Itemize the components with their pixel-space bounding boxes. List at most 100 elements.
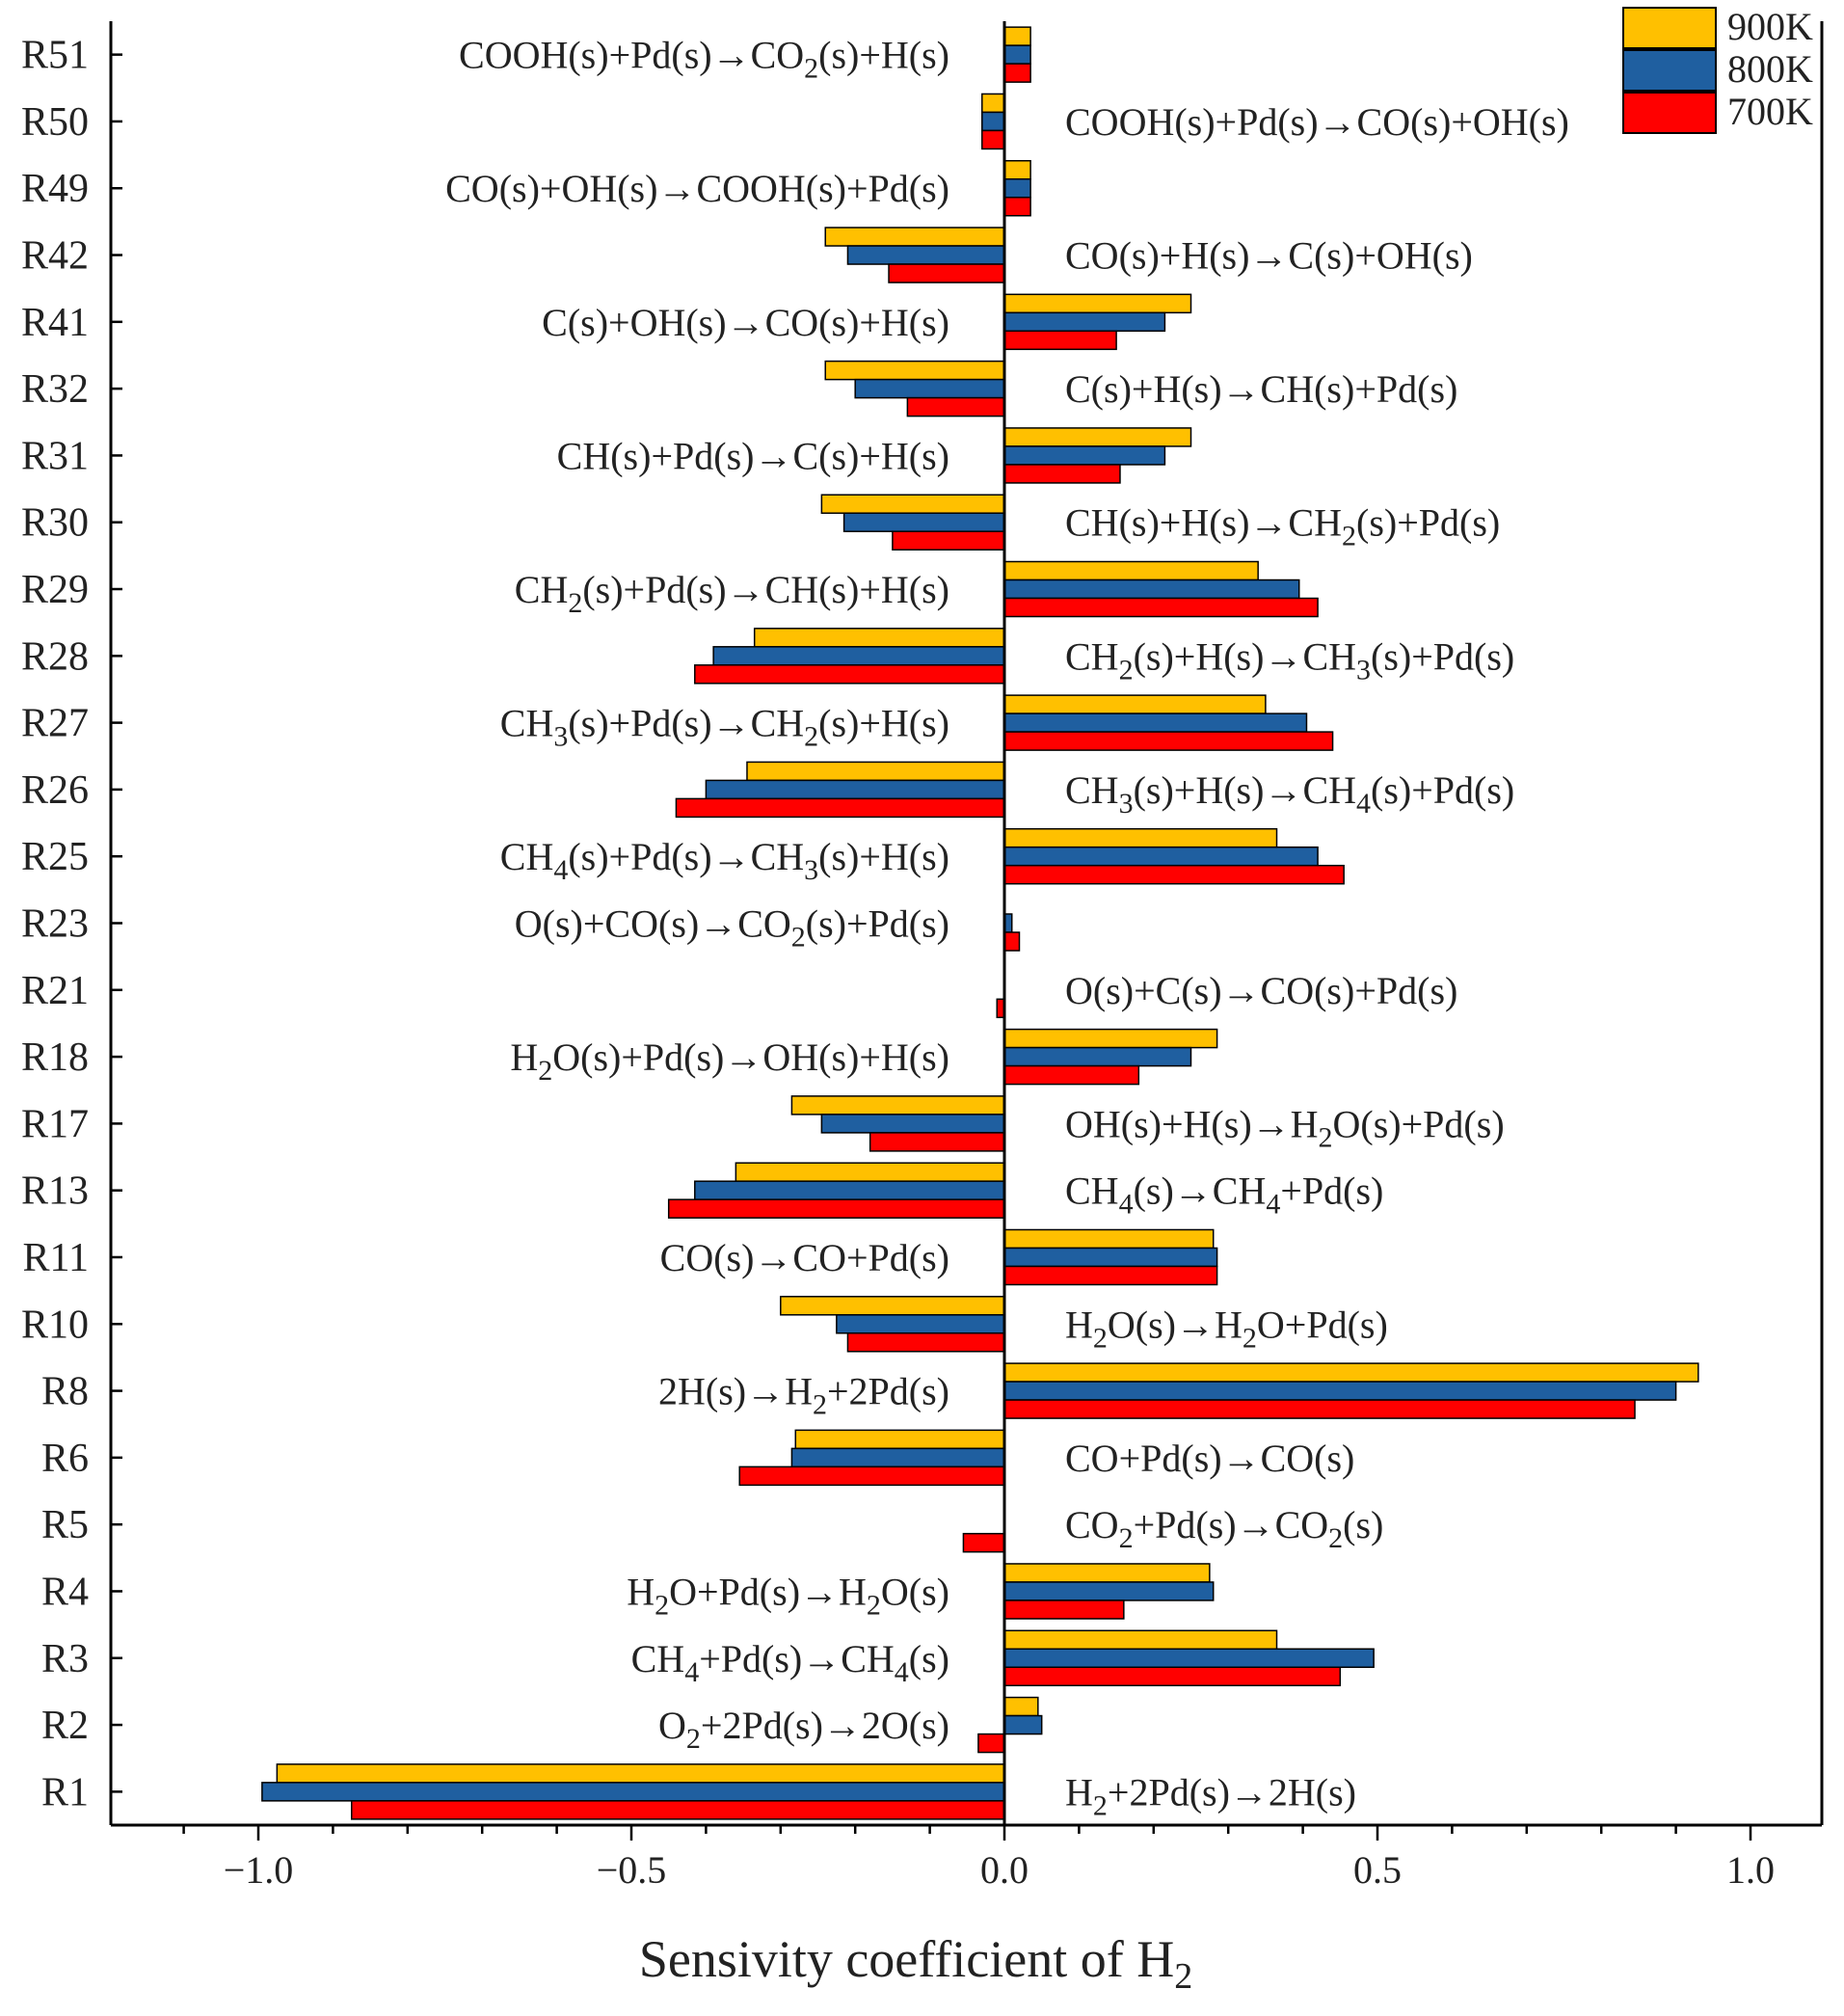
bar-r28-800k (712, 646, 1005, 666)
y-category-label: R5 (41, 1503, 89, 1547)
reaction-text-part: O(s)→H (1108, 1303, 1243, 1346)
bar-r13-700k (667, 1198, 1005, 1219)
reaction-text-part: (s)+H(s)→CH (1134, 768, 1356, 812)
bar-r8-800k (1003, 1381, 1677, 1401)
y-category-label: R50 (21, 100, 89, 145)
reaction-text-part: +Pd(s)→CH (699, 1637, 895, 1680)
reaction-text-part: CH (631, 1637, 685, 1680)
y-category-label: R41 (21, 301, 89, 345)
y-category-label: R31 (21, 434, 89, 478)
reaction-text-part: (s)+Pd(s)→CH (568, 835, 804, 878)
reaction-text-part: CH(s)+Pd(s)→C(s)+H(s) (557, 434, 949, 477)
bar-r29-900k (1003, 560, 1259, 581)
bar-r49-800k (1003, 177, 1031, 199)
reaction-labels: COOH(s)+Pd(s)→CO2(s)+H(s)COOH(s)+Pd(s)→C… (445, 34, 1569, 1822)
reaction-text-part: C(s)+OH(s)→CO(s)+H(s) (542, 301, 949, 344)
reaction-text-part: CH (500, 702, 554, 745)
reaction-text-part: +2Pd(s)→2H(s) (1108, 1770, 1356, 1814)
bar-r25-700k (1003, 864, 1345, 885)
reaction-label-r23: O(s)+CO(s)→CO2(s)+Pd(s) (515, 902, 949, 954)
y-category-label: R29 (21, 568, 89, 612)
bar-r31-900k (1003, 427, 1192, 447)
reaction-label-r25: CH4(s)+Pd(s)→CH3(s)+H(s) (500, 835, 949, 886)
reaction-text-part: 2 (1119, 654, 1134, 685)
bar-r10-700k (846, 1332, 1005, 1353)
bar-r51-900k (1003, 26, 1031, 46)
reaction-label-r21: O(s)+C(s)→CO(s)+Pd(s) (1065, 969, 1457, 1012)
reaction-text-part: O(s)+CO(s)→CO (515, 902, 791, 946)
reaction-text-part: C(s)+H(s)→CH(s)+Pd(s) (1065, 367, 1457, 411)
bar-r49-900k (1003, 159, 1031, 180)
reaction-label-r1: H2+2Pd(s)→2H(s) (1065, 1770, 1356, 1821)
bar-r4-800k (1003, 1581, 1215, 1601)
reaction-text-part: H (1065, 1770, 1093, 1814)
reaction-text-part: OH(s)+H(s)→H (1065, 1102, 1319, 1145)
reaction-label-r4: H2O+Pd(s)→H2O(s) (627, 1570, 949, 1621)
bar-r11-800k (1003, 1247, 1218, 1268)
y-axis-category-labels: R51 R50 R49 R42 R41 R32 R31 R30 R29 R28 R27 R26 R25 R… (21, 34, 89, 1815)
reaction-text-part: (s)+Pd(s)→CH (568, 702, 804, 745)
reaction-label-r18: H2O(s)+Pd(s)→OH(s)+H(s) (510, 1035, 949, 1087)
bar-r51-800k (1003, 44, 1031, 65)
reaction-label-r3: CH4+Pd(s)→CH4(s) (631, 1637, 949, 1688)
reaction-text-part: (s)+H(s) (818, 835, 949, 878)
reaction-text-part: 2 (804, 53, 818, 85)
reaction-text-part: +2Pd(s) (827, 1370, 949, 1413)
x-tick-label: 0.5 (1353, 1848, 1402, 1892)
reaction-label-r30: CH(s)+H(s)→CH2(s)+Pd(s) (1065, 501, 1500, 552)
y-category-label: R27 (21, 702, 89, 746)
reaction-label-r26: CH3(s)+H(s)→CH4(s)+Pd(s) (1065, 768, 1514, 820)
bar-r4-700k (1003, 1599, 1125, 1620)
y-category-label: R49 (21, 167, 89, 211)
reaction-text-part: 3 (1356, 654, 1371, 685)
reaction-text-part: 2 (1093, 1789, 1108, 1821)
y-category-label: R10 (21, 1303, 89, 1347)
reaction-text-part: 2 (1119, 1522, 1134, 1554)
reaction-text-part: H (627, 1570, 655, 1613)
bar-r50-800k (981, 111, 1005, 132)
bar-r11-700k (1003, 1265, 1218, 1286)
reaction-label-r5: CO2+Pd(s)→CO2(s) (1065, 1503, 1383, 1554)
legend-label: 800K (1727, 47, 1813, 91)
reaction-text-part: CH (1065, 634, 1119, 678)
reaction-text-part: 4 (1119, 1189, 1134, 1221)
y-category-label: R32 (21, 367, 89, 412)
bar-r23-700k (1003, 931, 1021, 952)
x-tick-label: −0.5 (597, 1848, 667, 1892)
bar-r28-900k (753, 628, 1005, 648)
reaction-label-r2: O2+2Pd(s)→2O(s) (658, 1704, 949, 1755)
y-category-label: R23 (21, 902, 89, 947)
bar-r32-800k (854, 378, 1005, 399)
reaction-text-part: CO(s)+H(s)→C(s)+OH(s) (1065, 234, 1473, 278)
reaction-text-part: 2 (804, 721, 818, 753)
reaction-label-r17: OH(s)+H(s)→H2O(s)+Pd(s) (1065, 1102, 1505, 1153)
bar-r18-900k (1003, 1028, 1218, 1049)
reaction-text-part: 2 (791, 922, 806, 954)
reaction-text-part: (s)+H(s) (818, 702, 949, 745)
plot-frame (109, 21, 1824, 1827)
bar-r25-900k (1003, 827, 1278, 848)
bar-r29-800k (1003, 578, 1300, 600)
y-category-label: R21 (21, 969, 89, 1013)
reaction-label-r50: COOH(s)+Pd(s)→CO(s)+OH(s) (1065, 100, 1569, 144)
reaction-text-part: H (510, 1035, 538, 1079)
bar-r32-700k (906, 396, 1005, 417)
reaction-text-part: (s)+H(s)→CH (1134, 634, 1356, 678)
bar-r6-800k (790, 1447, 1005, 1468)
reaction-text-part: 2 (1319, 1121, 1333, 1153)
reaction-text-part: (s)+Pd(s) (1371, 768, 1514, 812)
bar-r51-700k (1003, 63, 1031, 83)
reaction-text-part: 2 (1093, 1322, 1108, 1354)
bar-r10-800k (836, 1314, 1005, 1334)
reaction-text-part: 2 (1342, 521, 1356, 552)
reaction-label-r29: CH2(s)+Pd(s)→CH(s)+H(s) (515, 568, 949, 619)
reaction-text-part: (s)+Pd(s)→CH(s)+H(s) (582, 568, 949, 611)
bar-r27-800k (1003, 712, 1308, 733)
y-category-label: R26 (21, 768, 89, 813)
y-category-label: R13 (21, 1169, 89, 1214)
bar-r5-700k (962, 1532, 1005, 1553)
reaction-text-part: CH (515, 568, 569, 611)
reaction-text-part: CO (1065, 1503, 1119, 1546)
bar-r3-800k (1003, 1648, 1375, 1669)
